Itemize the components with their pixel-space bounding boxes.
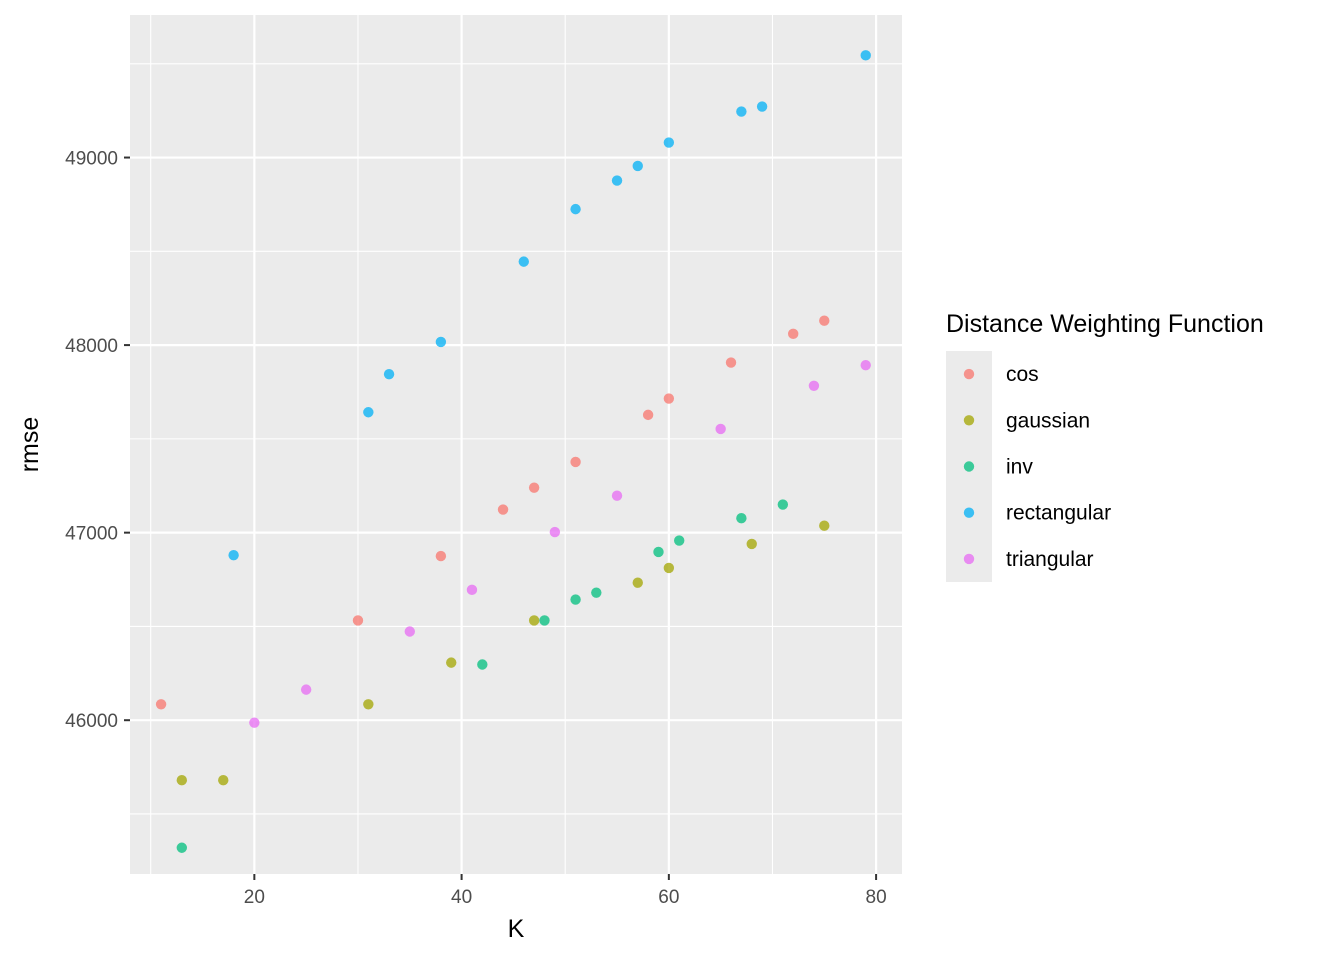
- data-point-triangular: [611, 490, 623, 501]
- x-axis: 20 40 60 80: [244, 874, 887, 908]
- legend-key-triangular: [963, 553, 975, 565]
- data-point-gaussian: [819, 520, 830, 531]
- data-point-inv: [591, 587, 602, 598]
- legend-label-triangular: triangular: [1006, 548, 1094, 571]
- data-point-inv: [736, 513, 747, 524]
- data-point-triangular: [300, 684, 312, 695]
- x-tick-label: 40: [451, 887, 472, 908]
- legend-key-gaussian: [963, 415, 975, 426]
- data-point-triangular: [549, 526, 561, 538]
- data-point-gaussian: [363, 699, 374, 710]
- data-point-inv: [674, 535, 685, 546]
- legend-label-inv: inv: [1006, 456, 1033, 479]
- data-point-inv: [176, 842, 188, 853]
- data-point-rectangular: [435, 336, 447, 348]
- data-point-inv: [653, 546, 664, 558]
- data-point-inv: [477, 659, 488, 670]
- x-tick-label: 60: [658, 887, 679, 908]
- y-axis-title: rmse: [16, 417, 44, 473]
- data-point-triangular: [715, 423, 726, 435]
- data-point-cos: [435, 550, 447, 562]
- data-point-triangular: [466, 584, 478, 596]
- grid-major: [130, 15, 902, 874]
- legend-key-rectangular: [963, 507, 975, 518]
- legend-key-inv: [963, 461, 975, 472]
- legend-label-cos: cos: [1006, 363, 1039, 386]
- data-point-rectangular: [228, 549, 239, 561]
- data-point-rectangular: [518, 256, 529, 267]
- data-point-cos: [663, 393, 675, 404]
- data-point-inv: [777, 499, 789, 510]
- data-point-rectangular: [736, 106, 747, 117]
- data-point-rectangular: [663, 137, 675, 148]
- data-point-cos: [570, 456, 581, 468]
- legend-key-cos: [963, 368, 975, 380]
- x-tick-label: 20: [244, 887, 265, 908]
- data-point-rectangular: [611, 175, 623, 186]
- data-point-cos: [787, 328, 799, 340]
- data-point-gaussian: [663, 562, 675, 574]
- data-point-cos: [497, 504, 509, 515]
- data-point-triangular: [860, 359, 871, 371]
- data-point-rectangular: [860, 50, 871, 61]
- data-point-gaussian: [528, 615, 540, 626]
- y-tick-label: 49000: [65, 149, 118, 170]
- data-point-rectangular: [570, 203, 581, 215]
- data-point-gaussian: [176, 775, 188, 786]
- y-tick-label: 48000: [65, 336, 118, 357]
- legend-label-gaussian: gaussian: [1006, 409, 1090, 432]
- data-point-inv: [570, 594, 581, 605]
- legend-items: cos gaussian inv rectangular triangular: [963, 363, 1111, 571]
- data-point-triangular: [808, 380, 820, 391]
- data-points: [155, 50, 871, 853]
- data-point-gaussian: [632, 577, 643, 588]
- data-point-cos: [528, 482, 540, 493]
- y-tick-label: 47000: [65, 524, 118, 545]
- data-point-cos: [819, 315, 830, 326]
- data-point-gaussian: [746, 538, 757, 550]
- y-axis: 46000 47000 48000 49000: [65, 149, 130, 732]
- legend-label-rectangular: rectangular: [1006, 502, 1111, 525]
- data-point-rectangular: [632, 160, 643, 172]
- data-point-rectangular: [363, 407, 374, 418]
- data-point-gaussian: [218, 775, 229, 786]
- data-point-gaussian: [446, 657, 457, 668]
- data-point-rectangular: [756, 101, 768, 112]
- x-axis-title: K: [508, 915, 525, 943]
- y-tick-label: 46000: [65, 711, 118, 732]
- data-point-cos: [725, 357, 737, 368]
- data-point-cos: [155, 699, 167, 710]
- x-tick-label: 80: [866, 887, 887, 908]
- data-point-rectangular: [383, 368, 395, 380]
- data-point-triangular: [249, 717, 260, 728]
- data-point-inv: [539, 615, 550, 626]
- data-point-cos: [642, 409, 654, 421]
- data-point-triangular: [404, 626, 415, 637]
- data-point-cos: [352, 615, 364, 626]
- legend-title: Distance Weighting Function: [946, 310, 1264, 338]
- legend: Distance Weighting Function cos gaussian i…: [946, 310, 1264, 582]
- plot-panel: [130, 15, 902, 874]
